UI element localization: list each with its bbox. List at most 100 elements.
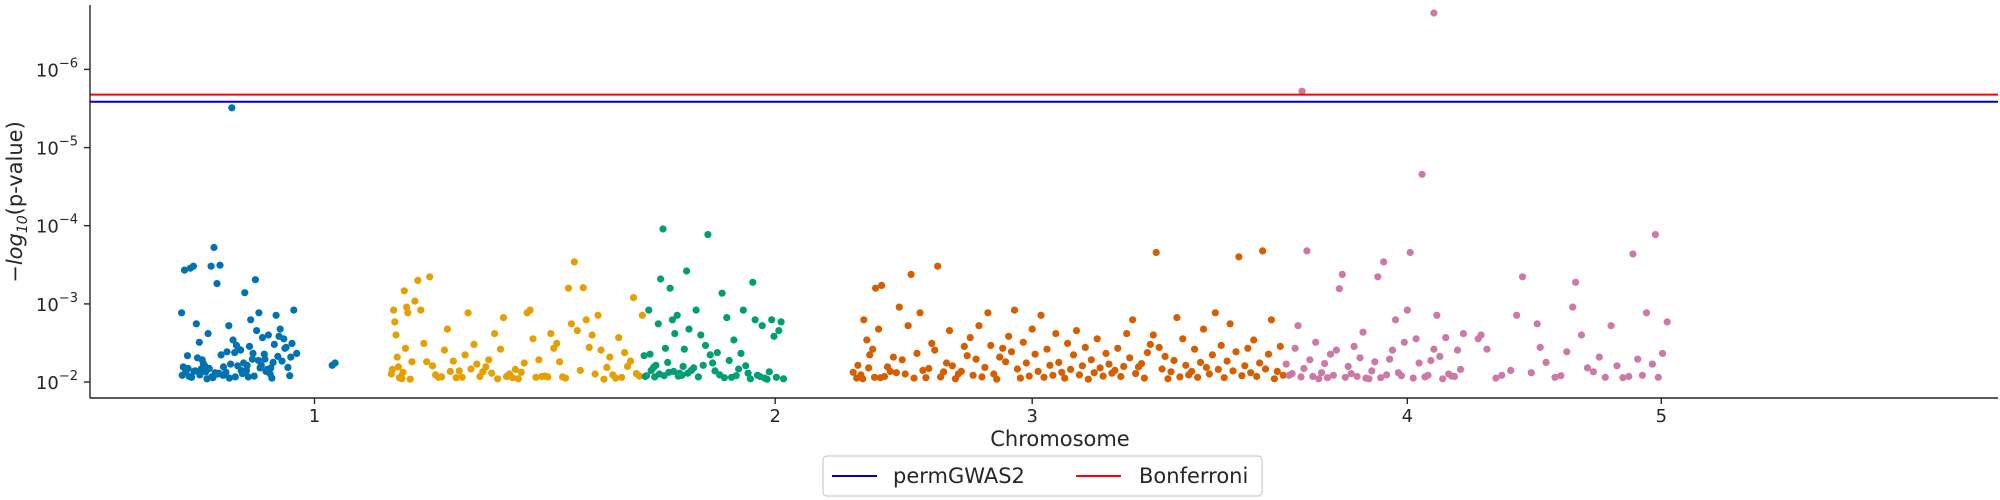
- point-series-4-41: [975, 322, 983, 330]
- x-axis-title: Chromosome: [990, 427, 1129, 451]
- point-series-1-55: [268, 374, 276, 382]
- point-series-1-75: [276, 325, 284, 333]
- point-series-2-92: [638, 311, 646, 319]
- point-series-5-43: [1409, 374, 1417, 382]
- point-series-4-56: [1019, 338, 1027, 346]
- point-series-4-67: [1052, 330, 1060, 338]
- y-tick-label-3: 10−5: [36, 135, 78, 160]
- point-series-5-45: [1415, 359, 1423, 367]
- point-series-2-60: [544, 373, 552, 381]
- point-series-2-6: [394, 363, 402, 371]
- point-series-5-48: [1424, 371, 1432, 379]
- point-series-5-69: [1513, 311, 1521, 319]
- point-series-4-143: [1276, 342, 1284, 350]
- point-series-4-66: [1049, 371, 1057, 379]
- point-series-3-54: [768, 316, 776, 324]
- point-series-2-2: [390, 306, 398, 314]
- point-series-4-4: [866, 351, 874, 359]
- point-series-5-0: [1282, 360, 1290, 368]
- point-series-4-99: [1146, 340, 1154, 348]
- point-series-4-80: [1090, 369, 1098, 377]
- point-series-2-29: [452, 374, 460, 382]
- point-series-4-129: [1235, 253, 1243, 261]
- point-series-4-64: [1043, 345, 1051, 353]
- point-series-3-13: [671, 330, 679, 338]
- point-series-5-61: [1298, 87, 1306, 95]
- point-series-4-47: [993, 375, 1001, 383]
- point-series-3-21: [690, 364, 698, 372]
- point-series-5-2: [1288, 370, 1296, 378]
- point-series-4-65: [1046, 361, 1054, 369]
- point-series-5-22: [1347, 370, 1355, 378]
- point-series-3-7: [657, 275, 665, 283]
- point-series-3-0: [640, 352, 648, 360]
- point-series-4-0: [854, 361, 862, 369]
- point-series-3-25: [699, 361, 707, 369]
- point-series-2-14: [404, 309, 412, 317]
- point-series-1-90: [249, 349, 257, 357]
- point-series-5-14: [1323, 374, 1332, 382]
- point-series-4-147: [859, 375, 867, 383]
- y-tick-label-2: 10−4: [36, 213, 78, 238]
- point-series-4-22: [919, 366, 927, 374]
- point-series-4-62: [1037, 311, 1045, 319]
- point-series-4-122: [1214, 365, 1222, 373]
- point-series-4-103: [1158, 365, 1166, 373]
- point-series-4-13: [892, 369, 900, 377]
- point-series-5-17: [1332, 346, 1340, 354]
- point-series-4-146: [853, 374, 861, 382]
- point-series-4-59: [1028, 325, 1036, 333]
- point-series-2-48: [508, 374, 516, 382]
- point-series-2-51: [517, 368, 525, 376]
- point-series-2-32: [461, 351, 469, 359]
- point-series-4-60: [1031, 350, 1039, 358]
- point-series-2-24: [437, 373, 446, 381]
- point-series-1-23: [245, 342, 254, 350]
- point-series-4-125: [1223, 357, 1231, 365]
- point-series-5-19: [1338, 270, 1346, 278]
- x-tick-label-2: 2: [769, 406, 780, 427]
- point-series-3-24: [697, 331, 705, 339]
- point-series-5-21: [1344, 362, 1352, 370]
- point-series-4-82: [1096, 364, 1104, 372]
- point-series-4-97: [1140, 374, 1148, 382]
- point-series-2-35: [470, 340, 478, 348]
- point-series-4-101: [1152, 248, 1160, 257]
- point-series-4-45: [987, 341, 995, 349]
- point-series-4-117: [1199, 325, 1208, 333]
- point-series-4-12: [889, 353, 898, 361]
- point-series-1-52: [250, 372, 258, 380]
- point-series-4-53: [1010, 306, 1019, 314]
- point-series-5-95: [1654, 373, 1662, 381]
- point-series-3-61: [646, 350, 654, 358]
- point-series-4-29: [940, 368, 948, 376]
- point-series-1-91: [255, 309, 263, 317]
- x-tick-label-1: 1: [309, 406, 320, 427]
- point-series-1-13: [216, 261, 224, 269]
- point-series-1-6: [195, 338, 203, 346]
- point-series-5-34: [1383, 371, 1391, 379]
- point-series-2-26: [443, 325, 451, 333]
- point-series-5-10: [1312, 338, 1320, 346]
- point-series-5-18: [1335, 285, 1343, 293]
- point-series-2-61: [547, 330, 555, 338]
- point-series-4-57: [1022, 359, 1030, 367]
- point-series-5-44: [1412, 335, 1420, 343]
- point-series-3-44: [744, 369, 752, 377]
- point-series-4-149: [870, 373, 879, 381]
- point-series-5-33: [1380, 258, 1388, 266]
- point-series-4-124: [1220, 374, 1228, 382]
- point-series-4-138: [1261, 365, 1270, 373]
- y-axis-title-suffix: (p-value): [3, 121, 27, 215]
- point-series-5-29: [1368, 367, 1376, 375]
- point-series-4-137: [1259, 247, 1267, 255]
- legend-label-permgwas2: permGWAS2: [893, 464, 1025, 488]
- point-series-4-81: [1093, 335, 1101, 343]
- point-series-4-144: [1279, 371, 1287, 379]
- point-series-2-36: [473, 360, 481, 368]
- point-series-2-43: [494, 375, 502, 383]
- point-series-3-69: [684, 369, 692, 377]
- x-tick-label-3: 3: [1026, 406, 1037, 427]
- point-series-5-71: [1527, 369, 1535, 377]
- point-series-4-17: [904, 322, 912, 330]
